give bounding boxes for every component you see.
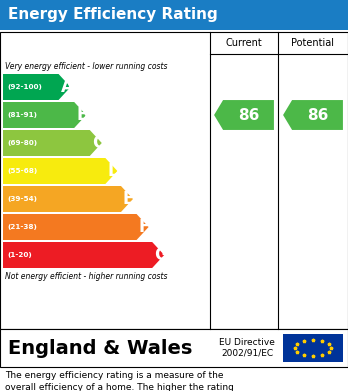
Text: F: F <box>139 218 150 236</box>
Text: The energy efficiency rating is a measure of the
overall efficiency of a home. T: The energy efficiency rating is a measur… <box>5 371 234 391</box>
Text: D: D <box>108 162 121 180</box>
Text: Very energy efficient - lower running costs: Very energy efficient - lower running co… <box>5 62 167 71</box>
Polygon shape <box>3 102 86 128</box>
Text: Energy Efficiency Rating: Energy Efficiency Rating <box>8 7 218 23</box>
Text: (39-54): (39-54) <box>7 196 37 202</box>
Text: (81-91): (81-91) <box>7 112 37 118</box>
Polygon shape <box>3 158 117 184</box>
Polygon shape <box>3 74 71 100</box>
Text: EU Directive
2002/91/EC: EU Directive 2002/91/EC <box>219 338 275 358</box>
Text: (21-38): (21-38) <box>7 224 37 230</box>
Text: (55-68): (55-68) <box>7 168 37 174</box>
Text: C: C <box>92 134 104 152</box>
Text: B: B <box>76 106 89 124</box>
Text: (1-20): (1-20) <box>7 252 32 258</box>
Polygon shape <box>283 100 343 130</box>
Polygon shape <box>3 214 149 240</box>
Text: 86: 86 <box>238 108 259 122</box>
Bar <box>0 329 348 367</box>
Text: G: G <box>154 246 168 264</box>
Text: Not energy efficient - higher running costs: Not energy efficient - higher running co… <box>5 272 167 281</box>
Text: (69-80): (69-80) <box>7 140 37 146</box>
Polygon shape <box>214 100 274 130</box>
Bar <box>0 0 348 30</box>
Text: E: E <box>123 190 134 208</box>
Bar <box>283 334 343 362</box>
Text: Potential: Potential <box>292 38 334 48</box>
Text: (92-100): (92-100) <box>7 84 42 90</box>
Text: England & Wales: England & Wales <box>8 339 192 357</box>
Text: 86: 86 <box>307 108 328 122</box>
Polygon shape <box>3 130 102 156</box>
Text: A: A <box>61 78 73 96</box>
Bar <box>0 32 348 329</box>
Polygon shape <box>3 186 133 212</box>
Text: Current: Current <box>226 38 262 48</box>
Polygon shape <box>3 242 164 268</box>
